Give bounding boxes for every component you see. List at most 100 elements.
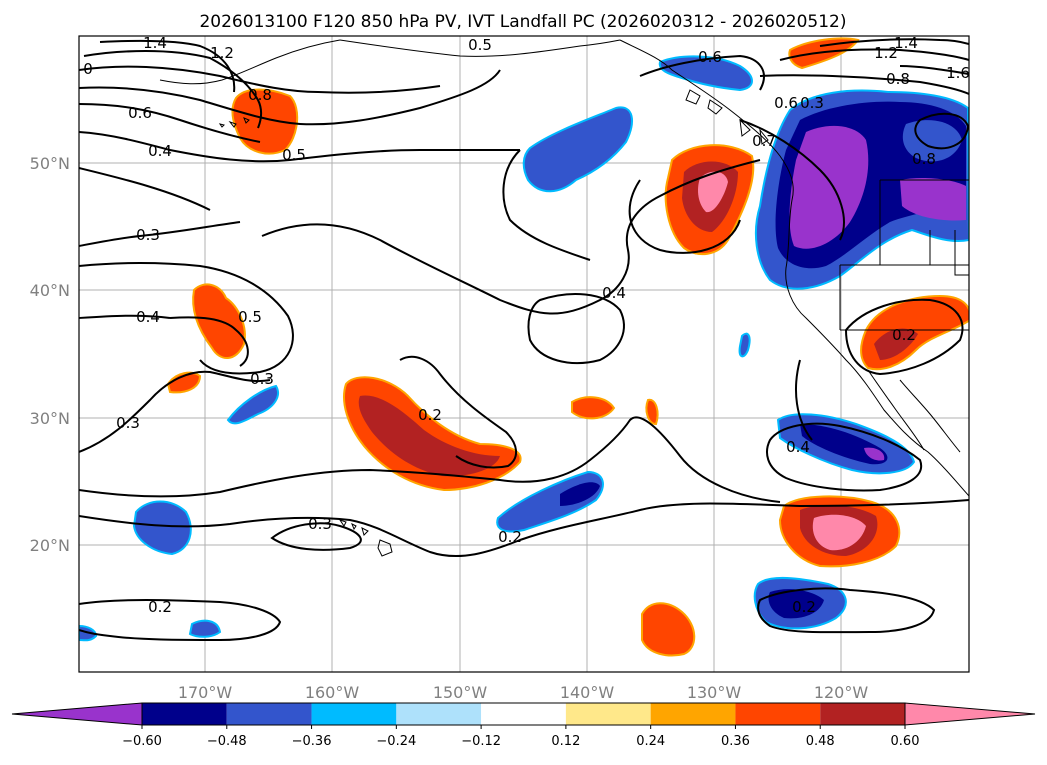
- colorbar-extend-high: [904, 702, 1036, 726]
- contour-0-8-ne: [759, 74, 969, 95]
- contour-label: 0.4: [602, 284, 626, 302]
- pos-anomaly-small-west: [166, 371, 202, 394]
- colorbar-extend-low: [11, 702, 143, 726]
- lat-tick-label: 20°N: [30, 536, 70, 555]
- coastline-gulf-california: [899, 379, 961, 453]
- contour-1-2-ne: [779, 48, 969, 61]
- neg-anomaly-far-southwest: [188, 619, 222, 638]
- contour-label: 0.5: [282, 146, 306, 164]
- pos-anomaly-central-band-core: [358, 395, 500, 477]
- contour-label: 0.5: [468, 36, 492, 54]
- contour-label: 0.4: [786, 438, 810, 456]
- pos-anomaly-spot-b: [645, 398, 659, 426]
- neg-anomaly-southeast-core: [768, 589, 824, 619]
- contour-label: 1.2: [874, 44, 898, 62]
- contour-label: 0.5: [238, 308, 262, 326]
- neg-anomaly-subtropical-diagonal-core: [560, 482, 600, 506]
- contour-0-2-lower: [79, 499, 969, 558]
- colorbar-segment: [820, 703, 905, 725]
- colorbar-tick-label: 0.60: [891, 734, 920, 749]
- colorbar-segment: [735, 703, 821, 725]
- islands-aleutian: [218, 117, 250, 128]
- contour-label: 0: [83, 60, 93, 78]
- islands-gulf: [685, 89, 769, 145]
- contour-label: 1.6: [946, 64, 970, 82]
- hawaii-islands: [338, 519, 393, 557]
- contour-label: 0.8: [886, 70, 910, 88]
- pos-anomaly-ne-corner: [788, 37, 860, 70]
- contour-0-west: [79, 65, 441, 94]
- figure-title: 2026013100 F120 850 hPa PV, IVT Landfall…: [199, 12, 846, 32]
- contour-0-3-hawaii: [270, 522, 362, 551]
- contour-label: 1.4: [143, 34, 167, 52]
- neg-anomaly-small-west-a: [226, 384, 279, 425]
- colorbar-tick-label: −0.48: [207, 734, 247, 749]
- contour-0-2-mid: [79, 416, 781, 503]
- contour-label: 0.2: [418, 406, 442, 424]
- neg-anomaly-interior-purple: [900, 178, 966, 221]
- contour-0-5: [79, 167, 211, 211]
- colorbar-tick-label: 0.24: [636, 734, 665, 749]
- lat-tick-label: 30°N: [30, 409, 70, 428]
- contour-east-vertical: [795, 359, 813, 441]
- contour-0-4-center: [527, 293, 625, 364]
- lon-tick-label: 150°W: [433, 683, 488, 702]
- colorbar-tick-label: −0.12: [461, 734, 501, 749]
- colorbar-segment: [565, 703, 651, 725]
- filled-anomalies: [79, 37, 969, 657]
- colorbar-tick-label: 0.12: [551, 734, 580, 749]
- lat-tick-label: 50°N: [30, 154, 70, 173]
- contour-0-2-center: [399, 355, 517, 469]
- contour-0-3-west: [79, 221, 241, 247]
- contour-label: 0.6: [128, 104, 152, 122]
- contour-label: 0.2: [498, 528, 522, 546]
- colorbar-labels: −0.60 −0.48 −0.36 −0.24 −0.12 0.12 0.24 0.36 0.4…: [122, 725, 919, 749]
- coastline-alaska-south: [339, 39, 621, 57]
- coastline-baja: [867, 369, 925, 451]
- contour-0-2-south: [79, 599, 282, 642]
- pos-anomaly-subtropical-east-peak: [812, 514, 866, 551]
- contour-label: 0.2: [792, 598, 816, 616]
- contour-label: 0.3: [800, 94, 824, 112]
- colorbar: [11, 702, 1036, 726]
- contour-1-4-west: [99, 39, 236, 93]
- neg-anomaly-offshore-california-purple: [864, 447, 885, 461]
- pv-contours: [79, 38, 969, 642]
- contour-small-center-left: [502, 149, 591, 261]
- neg-anomaly-mid-pacific: [522, 106, 633, 193]
- colorbar-tick-label: −0.60: [122, 734, 162, 749]
- longitude-labels: 170°W 160°W 150°W 140°W 130°W 120°W: [178, 683, 869, 702]
- colorbar-tick-label: −0.36: [292, 734, 332, 749]
- contour-0-8: [79, 69, 501, 126]
- contour-0-6-ne: [639, 54, 765, 91]
- colorbar-segment: [481, 703, 566, 725]
- contour-label: 0.4: [148, 142, 172, 160]
- contour-0-4-line: [79, 314, 171, 319]
- contour-label: 0.6: [698, 48, 722, 66]
- contour-0-7: [739, 119, 845, 241]
- contour-label: 1.2: [210, 44, 234, 62]
- map-content: 1.4 1.2 0 0.8 0.6 0.4 0.5 0.3 0.4 0.5 0.…: [79, 34, 970, 672]
- latitude-labels: 50°N 40°N 30°N 20°N: [30, 154, 70, 555]
- contour-label: 0.2: [148, 598, 172, 616]
- colorbar-tick-label: 0.36: [721, 734, 750, 749]
- lat-tick-label: 40°N: [30, 281, 70, 300]
- lon-tick-label: 160°W: [305, 683, 360, 702]
- coastline-north-america: [619, 39, 969, 497]
- lon-tick-label: 140°W: [560, 683, 615, 702]
- contour-ring-gulf: [628, 179, 741, 254]
- contour-0-5-loop: [169, 316, 249, 367]
- map-frame: [78, 35, 970, 673]
- contour-label: 1.4: [894, 34, 918, 52]
- neg-anomaly-se-alaska: [658, 55, 753, 92]
- neg-anomaly-small-central: [738, 332, 751, 358]
- contour-label: 0.8: [912, 150, 936, 168]
- contour-0-4-west: [79, 262, 294, 375]
- pos-anomaly-gulf-alaska-peak: [698, 171, 728, 213]
- contour-0-2-east: [757, 587, 936, 634]
- colorbar-segment: [226, 703, 312, 725]
- contour-0-4-east: [766, 422, 923, 492]
- coastline-alaska-peninsula: [159, 39, 341, 85]
